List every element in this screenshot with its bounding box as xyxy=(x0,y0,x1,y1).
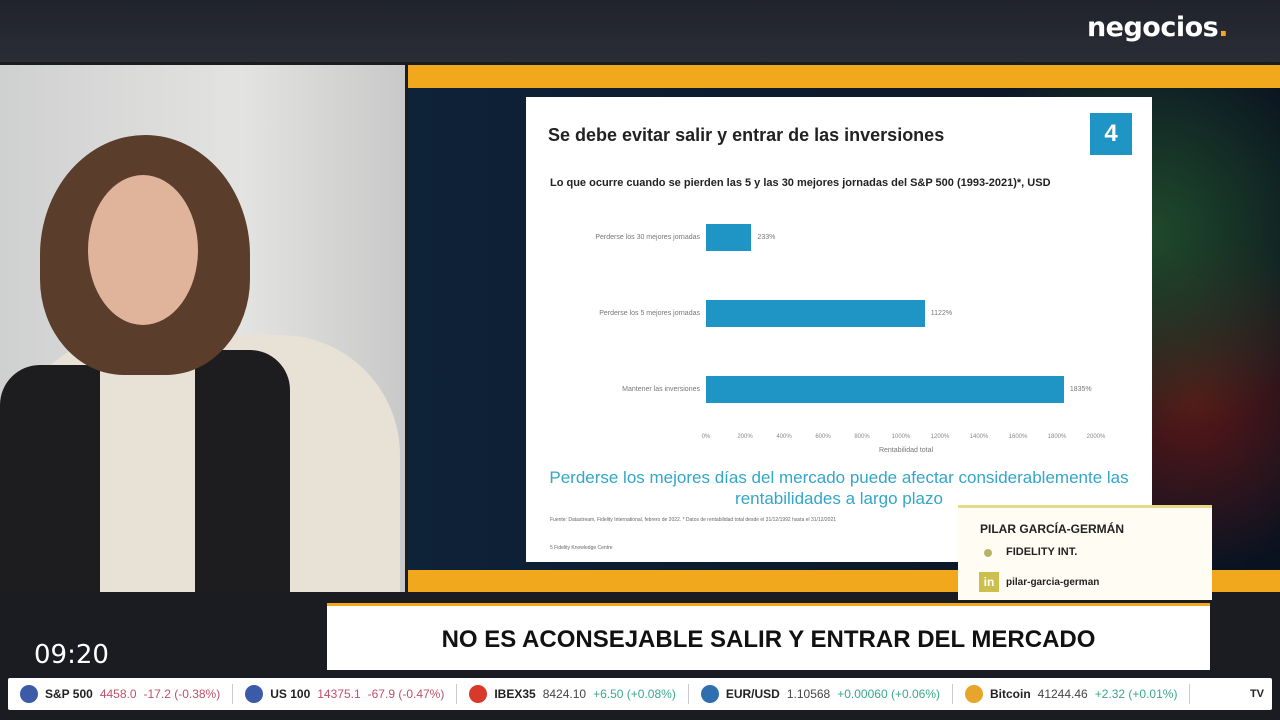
ticker-item: EUR/USD 1.10568 +0.00060 (+0.06%) xyxy=(689,684,953,704)
x-tick-label: 600% xyxy=(815,434,831,440)
flag-icon xyxy=(469,685,488,703)
headline: NO ES ACONSEJABLE SALIR Y ENTRAR DEL MER… xyxy=(441,626,1096,653)
clock: 09:20 xyxy=(34,640,109,670)
slide-footer: 5 Fidelity Knowledge Centre xyxy=(550,545,613,551)
lower-third: NO ES ACONSEJABLE SALIR Y ENTRAR DEL MER… xyxy=(327,603,1210,670)
ticker-price: 14375.1 xyxy=(317,687,361,701)
flag-icon xyxy=(20,685,38,703)
ticker-change: -17.2 (-0.38%) xyxy=(143,687,221,701)
x-tick-label: 0% xyxy=(701,434,711,440)
x-tick-label: 1600% xyxy=(1008,434,1028,440)
ticker-change: +0.00060 (+0.06%) xyxy=(837,687,940,701)
negocios-logo: negocios. xyxy=(1086,12,1229,43)
x-tick-label: 800% xyxy=(854,434,870,440)
bullet-icon xyxy=(984,549,992,557)
flag-icon xyxy=(700,685,719,703)
ticker-item: Bitcoin 41244.46 +2.32 (+0.01%) xyxy=(953,684,1191,704)
guest-name: PILAR GARCÍA-GERMÁN xyxy=(980,522,1124,536)
slide-title: Se debe evitar salir y entrar de las inv… xyxy=(548,125,945,145)
ticker-name: S&P 500 xyxy=(45,687,93,701)
category-label: Perderse los 5 mejores jornadas xyxy=(599,310,700,317)
ticker-price: 1.10568 xyxy=(786,687,831,701)
ticker-name: Bitcoin xyxy=(989,687,1031,701)
x-tick-label: 1200% xyxy=(930,434,950,440)
frame-border xyxy=(408,65,1280,88)
slide-message: Perderse los mejores días del mercado pu… xyxy=(549,468,1129,508)
bar xyxy=(706,376,1064,403)
top-bar: negocios. xyxy=(0,0,1280,62)
x-tick-label: 200% xyxy=(737,434,753,440)
x-tick-label: 1800% xyxy=(1047,434,1067,440)
presentation-slide: Se debe evitar salir y entrar de las inv… xyxy=(526,97,1152,562)
ticker-item: IBEX35 8424.10 +6.50 (+0.08%) xyxy=(457,684,689,704)
x-tick-label: 1000% xyxy=(891,434,911,440)
flag-icon xyxy=(964,685,983,703)
flag-icon xyxy=(245,685,264,703)
ticker-name: US 100 xyxy=(270,687,311,701)
slide-number: 4 xyxy=(1090,113,1132,155)
guest-company: FIDELITY INT. xyxy=(1006,546,1078,558)
bar xyxy=(706,300,925,327)
data-label: 233% xyxy=(757,234,776,241)
ticker-name: IBEX35 xyxy=(494,687,536,701)
x-tick-label: 1400% xyxy=(969,434,989,440)
x-tick-label: 2000% xyxy=(1086,434,1106,440)
ticker-item: US 100 14375.1 -67.9 (-0.47%) xyxy=(233,684,458,704)
x-axis-label: Rentabilidad total xyxy=(878,447,934,454)
vest xyxy=(195,350,290,592)
category-label: Perderse los 30 mejores jornadas xyxy=(595,234,700,241)
slide-source: Fuente: Datastream, Fidelity Internation… xyxy=(550,517,837,523)
market-ticker: S&P 500 4458.0 -17.2 (-0.38%) US 100 14375.1… xyxy=(8,678,1272,710)
vest xyxy=(0,365,100,592)
tv-logo: TV xyxy=(1249,688,1264,700)
linkedin-icon: in xyxy=(979,572,999,592)
bar xyxy=(706,224,752,251)
category-label: Mantener las inversiones xyxy=(622,386,700,393)
data-label: 1835% xyxy=(1069,386,1092,393)
ticker-price: 8424.10 xyxy=(542,687,587,701)
guest-name-card: PILAR GARCÍA-GERMÁN FIDELITY INT. in pil… xyxy=(958,505,1212,600)
ticker-price: 41244.46 xyxy=(1037,687,1088,701)
ticker-name: EUR/USD xyxy=(725,687,780,701)
face xyxy=(88,175,198,325)
ticker-change: +6.50 (+0.08%) xyxy=(593,687,676,701)
ticker-change: -67.9 (-0.47%) xyxy=(367,687,445,701)
ticker-price: 4458.0 xyxy=(99,687,137,701)
chart-subtitle: Lo que ocurre cuando se pierden las 5 y … xyxy=(550,177,1051,189)
ticker-change: +2.32 (+0.01%) xyxy=(1094,687,1178,701)
data-label: 1122% xyxy=(930,310,953,317)
ticker-item: S&P 500 4458.0 -17.2 (-0.38%) xyxy=(8,684,234,704)
x-tick-label: 400% xyxy=(776,434,792,440)
guest-linkedin: pilar-garcia-german xyxy=(1006,577,1100,588)
presenter-video xyxy=(0,65,405,592)
